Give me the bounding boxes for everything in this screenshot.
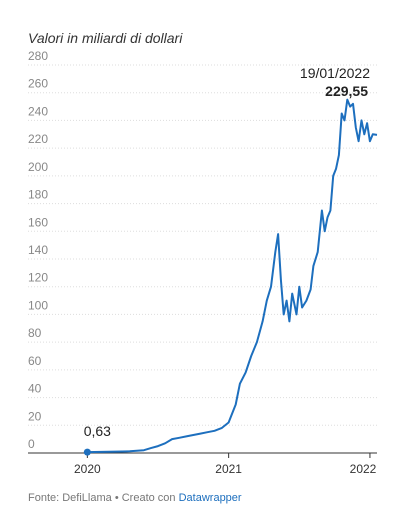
chart-subtitle: Valori in miliardi di dollari: [28, 30, 183, 46]
annotation-end-date: 19/01/2022: [300, 65, 370, 81]
footer-separator: •: [111, 492, 122, 504]
x-tick-label: 2021: [215, 462, 242, 476]
y-tick-label: 100: [28, 298, 48, 312]
x-axis-ticks: 2020 2021 2022: [74, 453, 377, 476]
annotation-end-value: 229,55: [325, 83, 368, 99]
y-axis-ticks: 0 20 40 60 80 100 120 140 160 180 200 220 240 260 280: [28, 49, 48, 451]
start-point-marker: [83, 448, 91, 456]
y-tick-label: 140: [28, 243, 48, 257]
y-tick-label: 60: [28, 354, 42, 368]
y-tick-label: 260: [28, 77, 48, 91]
y-tick-label: 180: [28, 188, 48, 202]
y-tick-label: 220: [28, 132, 48, 146]
footer-created: Creato con: [121, 492, 179, 504]
y-tick-label: 80: [28, 326, 42, 340]
y-tick-label: 240: [28, 104, 48, 118]
annotation-start-value: 0,63: [84, 423, 111, 439]
y-tick-label: 120: [28, 271, 48, 285]
footer-source: Fonte: DefiLlama: [28, 492, 112, 504]
footer: Fonte: DefiLlama • Creato con Datawrappe…: [28, 492, 242, 504]
y-tick-label: 160: [28, 215, 48, 229]
footer-tool-link[interactable]: Datawrapper: [178, 492, 242, 504]
y-tick-label: 0: [28, 437, 35, 451]
y-tick-label: 280: [28, 49, 48, 63]
gridlines: [28, 64, 377, 454]
y-tick-label: 20: [28, 409, 42, 423]
y-tick-label: 200: [28, 160, 48, 174]
x-tick-label: 2022: [350, 462, 377, 476]
x-tick-label: 2020: [74, 462, 101, 476]
y-tick-label: 40: [28, 382, 42, 396]
series-line: [87, 98, 378, 454]
